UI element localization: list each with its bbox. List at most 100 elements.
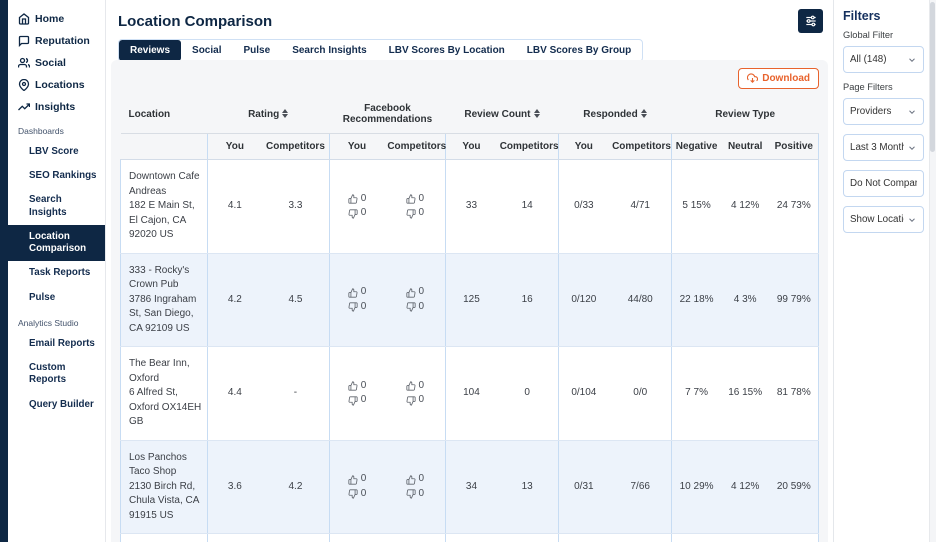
sidebar-item-query-builder[interactable]: Query Builder [29,398,94,410]
app-left-edge-bar [0,0,8,542]
cell-review-type-negative: 7 7% [671,346,721,441]
column-group-review-count[interactable]: Review Count [445,95,559,134]
sidebar-item-email-reports[interactable]: Email Reports [29,337,95,349]
download-button-label: Download [762,73,810,84]
cell-responded-you: 0/33 [557,159,610,254]
sidebar-item-seo-rankings[interactable]: SEO Rankings [29,170,97,182]
cell-responded-you: 0/120 [557,253,610,347]
sidebar-item-custom-reports[interactable]: Custom Reports [29,362,67,386]
cell-location: In-N-Out Burger130 Calle Magdalena, Enci… [120,533,208,542]
sidebar-item-pulse[interactable]: Pulse [29,291,56,303]
cell-review-type-neutral: 4 12% [720,159,770,254]
page-filter-do-not-compare-to-previ[interactable]: Do Not Compare To Previ [843,170,924,197]
thumbs-down-icon [348,208,358,219]
column-group-responded[interactable]: Responded [558,95,672,134]
thumbs-down-icon [406,302,416,312]
sidebar-item-label: Insights [35,101,76,113]
global-filter-select[interactable]: All (148) [843,46,924,73]
filters-toggle-button[interactable] [798,9,823,33]
sidebar-item-location-comparison[interactable]: Location Comparison [8,224,105,262]
cell-review-type-positive: 20 59% [769,440,819,534]
thumbs-down-icon [348,489,358,499]
tab-search-insights[interactable]: Search Insights [292,45,367,56]
global-filter-label: Global Filter [843,30,894,40]
cell-review-type-positive: 24 73% [769,159,819,254]
sidebar-item-lbv-score[interactable]: LBV Score [29,146,79,157]
sidebar: Home Reputation Social Locations Insight… [8,0,106,542]
cell-review-type-positive: 99 79% [769,253,819,347]
sidebar-item-locations[interactable]: Locations [8,74,105,96]
sub-header-competitors: Competitors [496,133,559,160]
reviews-tab-panel: Download Location Rating Facebook Recommen… [111,60,828,542]
cell-rating-competitors: - [262,346,330,441]
table-row: 333 - Rocky's Crown Pub 3786 Ingraham St,… [120,253,819,347]
cell-review-count-competitors: 16 [496,253,559,347]
thumbs-up-icon [405,287,416,298]
sidebar-item-social[interactable]: Social [8,52,105,74]
location-name: The Bear Inn, Oxford [129,358,190,384]
cell-review-count-you: 125 [445,253,497,347]
chevron-down-icon [907,215,917,225]
sidebar-dashboards-items: LBV Score SEO Rankings Search Insights Loca… [8,140,105,310]
cell-responded-you: 0/104 [557,346,610,441]
page-filters-group: Providers Last 3 Months Do Not Compare To … [843,98,924,233]
cell-rating-you: 4.1 [206,159,263,254]
page-filter-show-locations[interactable]: Show Locations [843,206,924,233]
chevron-down-icon [907,143,917,153]
tab-social[interactable]: Social [192,45,222,56]
column-group-rating[interactable]: Rating [207,95,330,134]
sidebar-item-label: Social [35,57,66,69]
table-sub-header-row: You Competitors You Competitors You Competito… [120,133,819,160]
cell-review-count-you: 34 [445,440,497,534]
sort-icon[interactable] [282,109,289,119]
global-filter-value: All (148) [850,54,887,65]
thumbs-down-icon [348,302,358,312]
insights-icon [18,101,30,113]
sidebar-item-insights[interactable]: Insights [8,96,105,118]
sidebar-section-analytics-studio: Analytics Studio [18,317,79,328]
cell-fb-you: 00 [328,533,385,542]
cell-fb-competitors: 00 [384,533,446,542]
download-button[interactable]: Download [738,68,819,89]
vertical-scrollbar[interactable] [929,0,936,542]
cell-review-type-positive: 148 94% [769,533,819,542]
sidebar-item-home[interactable]: Home [8,8,105,30]
table-row: Downtown Cafe Andreas 182 E Main St, El C… [120,159,819,254]
sort-icon[interactable] [533,109,540,119]
page-filter-providers[interactable]: Providers [843,98,924,125]
tab-reviews[interactable]: Reviews [119,40,182,61]
sidebar-item-search-insights[interactable]: Search Insights [29,194,67,218]
sidebar-item-task-reports[interactable]: Task Reports [29,267,91,279]
cell-responded-competitors: 51/117 [609,533,672,542]
page-filter-last-3-months[interactable]: Last 3 Months [843,134,924,161]
page-filter-value: Show Locations [850,214,904,225]
cell-rating-you: 4.4 [206,346,263,441]
location-name: Downtown Cafe Andreas [129,171,200,197]
scrollbar-thumb[interactable] [930,2,935,152]
sort-icon[interactable] [640,109,647,119]
cell-review-type-neutral: 16 15% [720,346,770,441]
thumbs-up-icon [348,194,358,204]
cell-location: Downtown Cafe Andreas 182 E Main St, El C… [120,159,208,254]
cell-responded-you: 0/31 [557,440,610,534]
location-address: 182 E Main St, El Cajon, CA 92020 US [129,200,195,240]
cell-review-type-positive: 81 78% [769,346,819,441]
tab-lbv-scores-by-location[interactable]: LBV Scores By Location [388,45,505,56]
sidebar-item-reputation[interactable]: Reputation [8,30,105,52]
tab-pulse[interactable]: Pulse [243,45,271,56]
sidebar-section-dashboards: Dashboards [18,126,64,136]
home-icon [18,13,30,25]
column-group-review-type: Review Type [671,95,819,134]
cell-review-count-you: 33 [445,159,497,254]
cell-location: Los Panchos Taco Shop 2130 Birch Rd, Chul… [120,440,208,534]
chevron-down-icon [907,107,917,117]
tab-lbv-scores-by-group[interactable]: LBV Scores By Group [526,45,632,56]
sub-header-you: You [445,133,497,160]
column-group-facebook-recommendations: Facebook Recommendations [329,95,446,134]
cell-responded-competitors: 4/71 [609,159,672,254]
sub-header-competitors: Competitors [384,133,446,160]
reputation-icon [18,35,30,47]
sub-header-positive: Positive [769,133,819,160]
cell-rating-competitors: 3.3 [262,159,330,254]
